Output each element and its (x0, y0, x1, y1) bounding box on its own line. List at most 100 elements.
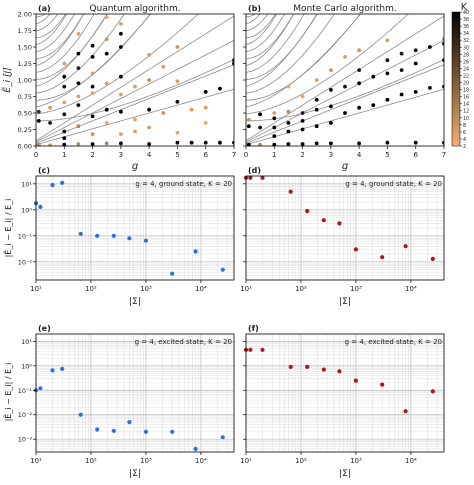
energy-point (203, 105, 208, 110)
energy-point (272, 125, 277, 130)
energy-point (413, 140, 418, 145)
y-tick-label: 10⁻³ (18, 436, 33, 444)
energy-point (246, 117, 251, 122)
energy-point (175, 79, 180, 84)
energy-point (286, 121, 291, 125)
x-tick-label: 10¹ (30, 457, 42, 465)
energy-point (76, 94, 81, 99)
colorbar-tick-label: 14 (463, 102, 469, 108)
panel-label: (b) (248, 4, 261, 13)
energy-point (62, 84, 67, 89)
panel-label: (c) (38, 166, 50, 175)
colorbar-tick-label: 28 (463, 52, 469, 58)
spectrum-curve (36, 14, 75, 52)
error-point (111, 428, 116, 433)
energy-points (246, 37, 444, 146)
energy-point (413, 61, 418, 66)
y-tick-label: 10¹ (21, 180, 32, 188)
energy-point (119, 141, 123, 146)
panel-title: Quantum algorithm. (89, 4, 180, 14)
energy-point (357, 48, 361, 53)
panel-annotation: g = 4, ground state, K = 20 (135, 180, 232, 188)
y-tick-label: 0.25 (18, 126, 32, 134)
spectrum-curve (246, 0, 444, 3)
energy-point (385, 140, 390, 145)
x-tick-label: 10⁴ (405, 457, 417, 465)
energy-point (300, 119, 305, 123)
spectrum-curve (36, 14, 85, 66)
spectrum-curve (36, 14, 199, 115)
panel-annotation: g = 4, excited state, K = 20 (135, 338, 232, 346)
error-point (288, 189, 293, 194)
energy-point (329, 121, 333, 125)
energy-point (442, 84, 444, 89)
energy-point (399, 51, 404, 56)
energy-point (428, 45, 432, 49)
energy-point (218, 140, 222, 145)
error-point (321, 218, 326, 223)
error-point (321, 367, 326, 372)
y-tick-label: 1.75 (18, 27, 32, 35)
energy-point (399, 68, 404, 72)
energy-point (76, 81, 81, 86)
energy-point (314, 107, 319, 112)
energy-point (90, 114, 95, 119)
axes-frame (35, 333, 235, 453)
colorbar-tick-label: 36 (463, 24, 469, 30)
energy-point (48, 105, 52, 110)
energy-point (357, 68, 361, 72)
energy-point (314, 97, 319, 102)
panel-d: 10¹ 10² 10³ 10⁴ (d) g = 4, ground state, K = … (240, 166, 445, 307)
x-tick-label: 2 (90, 151, 94, 159)
axes-frame (35, 175, 235, 281)
y-tick-label: 0.75 (18, 93, 32, 101)
energy-point (246, 124, 251, 129)
plot-area (246, 334, 444, 452)
x-axis-label: |Σ| (129, 297, 141, 307)
spectrum-curve (246, 14, 295, 66)
panel-title: Monte Carlo algorithm. (293, 4, 397, 14)
energy-point (133, 84, 137, 89)
energy-point (314, 124, 319, 129)
x-tick-label: 1 (62, 151, 66, 159)
error-point (403, 244, 408, 249)
spectrum-curve (36, 14, 95, 73)
error-point (143, 429, 148, 434)
energy-point (329, 68, 333, 72)
y-tick-label: 0.50 (18, 110, 32, 118)
colorbar-tick-label: 30 (463, 45, 469, 51)
energy-point (147, 78, 152, 82)
energy-point (357, 141, 361, 146)
panel-label: (e) (38, 324, 51, 333)
energy-point (258, 112, 262, 117)
energy-point (90, 91, 95, 96)
error-point (78, 412, 83, 417)
energy-point (286, 84, 291, 89)
energy-point (329, 88, 333, 92)
spectrum-curve (246, 59, 444, 122)
energy-point (189, 140, 194, 145)
spectrum-curve (246, 88, 444, 146)
energy-point (62, 142, 67, 146)
energy-point (286, 109, 291, 114)
error-point (78, 231, 83, 236)
grid (35, 175, 235, 281)
energy-point (161, 111, 166, 115)
error-point (288, 364, 293, 369)
spectrum-curves (246, 0, 444, 146)
energy-point (218, 86, 222, 91)
x-tick-label: 6 (413, 151, 418, 159)
grid (245, 333, 445, 453)
error-point (127, 236, 132, 241)
panel-b: 0 1 2 3 4 5 6 7 (b) Monte Carlo algorithm. g (243, 0, 446, 172)
colorbar-label: K (461, 2, 468, 13)
y-tick-label: 10⁻¹ (18, 232, 33, 240)
energy-point (119, 92, 123, 97)
energy-point (119, 31, 123, 36)
spectrum-curves (36, 14, 234, 146)
energy-point (246, 142, 251, 146)
error-point (260, 347, 265, 352)
energy-point (300, 94, 305, 99)
x-tick-label: 4 (147, 151, 152, 159)
spectrum-curve (246, 14, 295, 59)
